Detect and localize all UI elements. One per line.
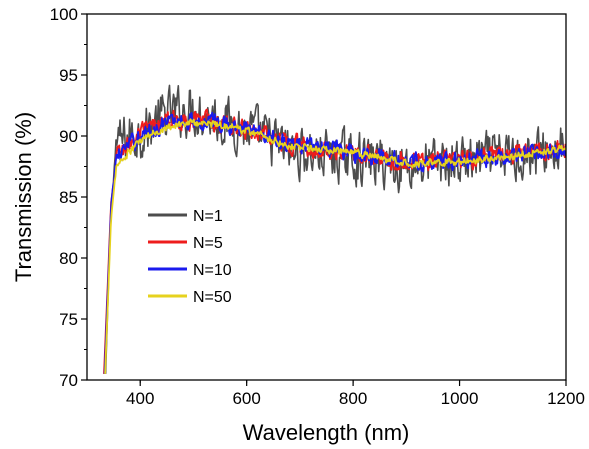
legend-label: N=10 [193, 262, 232, 279]
series-lines [103, 84, 566, 374]
y-tick-label: 75 [59, 310, 78, 329]
y-tick-label: 95 [59, 66, 78, 85]
x-tick-label: 1000 [441, 389, 479, 408]
y-tick-label: 90 [59, 127, 78, 146]
x-tick-label: 400 [126, 389, 154, 408]
legend-label: N=5 [193, 235, 223, 252]
series-line-n-50 [104, 118, 566, 374]
x-tick-label: 600 [232, 389, 260, 408]
legend-label: N=1 [193, 208, 223, 225]
x-tick-label: 800 [339, 389, 367, 408]
x-tick-label: 1200 [547, 389, 585, 408]
legend-label: N=50 [193, 289, 232, 306]
plot-frame [86, 13, 567, 381]
y-axis-title: Transmission (%) [11, 112, 36, 282]
legend: N=1 N=5 N=10 N=50 [148, 208, 232, 306]
x-axis-title: Wavelength (nm) [243, 420, 410, 445]
y-tick-label: 70 [59, 371, 78, 390]
y-tick-label: 85 [59, 188, 78, 207]
y-tick-label: 100 [50, 5, 78, 24]
axis-ticks: 400 600 800 1000 1200 70 75 80 85 90 95 100 [50, 5, 585, 408]
y-tick-label: 80 [59, 249, 78, 268]
